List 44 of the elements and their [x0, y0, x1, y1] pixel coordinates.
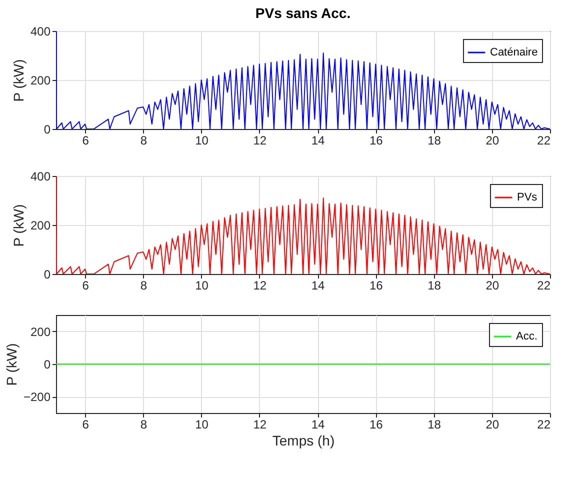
- x-tick-label: 6: [82, 418, 90, 432]
- legend-label: Acc.: [516, 330, 538, 342]
- x-tick-label: 22: [537, 134, 551, 148]
- x-tick-label: 18: [428, 278, 442, 292]
- y-tick-label: 0: [44, 268, 51, 282]
- x-tick-label: 12: [253, 134, 267, 148]
- x-tick-label: 14: [311, 418, 326, 432]
- x-tick-label: 14: [311, 278, 326, 292]
- x-tick-label: 8: [140, 278, 148, 292]
- y-tick-label: 0: [44, 358, 51, 372]
- x-tick-label: 6: [82, 278, 90, 292]
- y-tick-label: 0: [44, 122, 51, 136]
- x-tick-label: 14: [311, 134, 326, 148]
- x-tick-label: 16: [369, 134, 384, 148]
- x-tick-label: 12: [253, 418, 267, 432]
- x-tick-label: 18: [428, 134, 442, 148]
- x-tick-label: 20: [486, 418, 500, 432]
- y-tick-label: 200: [30, 218, 51, 232]
- x-tick-label: 16: [369, 418, 384, 432]
- chart-title: PVs sans Acc.: [255, 5, 351, 21]
- x-tick-label: 12: [253, 278, 267, 292]
- x-tick-label: 8: [140, 134, 148, 148]
- legend-label: Caténaire: [490, 46, 538, 58]
- y-axis-title: P (kW): [10, 204, 26, 247]
- y-tick-label: 400: [30, 170, 51, 184]
- x-tick-label: 20: [486, 134, 500, 148]
- x-tick-label: 20: [486, 278, 500, 292]
- y-axis-title: P (kW): [3, 343, 20, 386]
- x-tick-label: 10: [195, 134, 209, 148]
- x-axis-title: Temps (h): [272, 432, 335, 448]
- x-tick-label: 10: [195, 418, 209, 432]
- x-tick-label: 8: [140, 418, 148, 432]
- x-tick-label: 16: [369, 278, 384, 292]
- y-axis-title: P (kW): [10, 59, 26, 102]
- legend-label: PVs: [517, 192, 538, 204]
- x-tick-label: 22: [537, 278, 551, 292]
- x-tick-label: 18: [428, 418, 442, 432]
- x-tick-label: 22: [537, 418, 551, 432]
- x-tick-label: 6: [82, 134, 90, 148]
- y-tick-label: 200: [30, 324, 51, 339]
- y-tick-label: −200: [23, 390, 51, 404]
- x-tick-label: 10: [195, 278, 209, 292]
- y-tick-label: 200: [30, 74, 51, 88]
- y-tick-label: 400: [30, 24, 51, 38]
